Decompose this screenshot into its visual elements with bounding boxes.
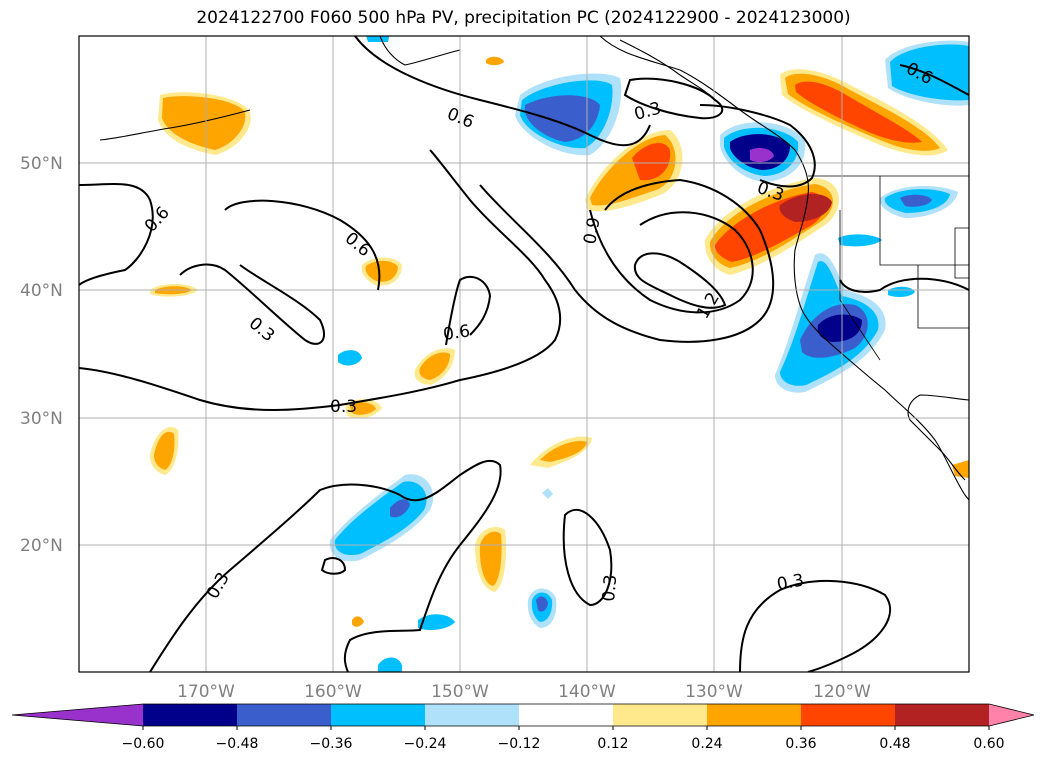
colorbar-extension-high bbox=[989, 704, 1034, 726]
map-frame bbox=[78, 35, 970, 673]
precip-negative-region bbox=[900, 194, 932, 207]
lat-label: 30°N bbox=[20, 409, 63, 429]
pv-contour bbox=[354, 36, 651, 147]
colorbar-tick-label: −0.60 bbox=[122, 736, 165, 752]
colorbar-tick-label: 0.60 bbox=[973, 736, 1004, 752]
colorbar-tick-label: −0.12 bbox=[498, 736, 541, 752]
gridline-layer bbox=[79, 36, 969, 672]
lat-label-group: 50°N 40°N 30°N 20°N bbox=[20, 154, 63, 556]
pv-contour bbox=[839, 277, 969, 293]
pv-contour bbox=[179, 263, 325, 345]
colorbar: −0.60 −0.48 −0.36 −0.24 −0.12 0.12 0.24 0.36 0.4… bbox=[11, 703, 1035, 752]
pv-contour bbox=[633, 252, 727, 309]
pv-contour bbox=[320, 557, 347, 575]
pv-contour bbox=[149, 459, 502, 672]
colorbar-segment bbox=[613, 704, 708, 726]
colorbar-segment bbox=[143, 704, 238, 726]
colorbar-segment bbox=[895, 704, 990, 726]
precip-positive-region bbox=[419, 352, 450, 380]
precip-negative-region bbox=[418, 614, 455, 630]
pv-contour bbox=[699, 104, 816, 188]
precip-negative-region bbox=[750, 148, 774, 163]
lon-label: 140°W bbox=[558, 682, 616, 702]
precip-negative-region bbox=[888, 286, 915, 297]
pv-contour bbox=[623, 77, 724, 120]
state-border bbox=[879, 176, 969, 266]
colorbar-tick-label: −0.36 bbox=[310, 736, 353, 752]
colorbar-tick-label: −0.48 bbox=[216, 736, 259, 752]
pv-contour bbox=[899, 64, 969, 96]
precip-negative-region bbox=[536, 596, 548, 612]
lon-label: 150°W bbox=[431, 682, 489, 702]
precip-positive-region bbox=[952, 460, 969, 478]
state-border bbox=[839, 265, 881, 361]
colorbar-segment bbox=[707, 704, 802, 726]
contour-label: 0.9 bbox=[580, 216, 604, 246]
pv-contour bbox=[79, 182, 154, 286]
pv-contour bbox=[224, 199, 381, 291]
pv-contour bbox=[479, 178, 775, 343]
precip-positive-region bbox=[162, 96, 246, 150]
pv-contour bbox=[445, 275, 492, 346]
coastline-north-america bbox=[907, 394, 969, 481]
precip-positive-region bbox=[365, 260, 398, 282]
contour-label: 0.3 bbox=[330, 397, 357, 417]
precip-positive-region bbox=[795, 81, 922, 143]
precip-negative-region bbox=[378, 657, 402, 672]
colorbar-segment bbox=[425, 704, 520, 726]
colorbar-tick-label: 0.48 bbox=[879, 736, 910, 752]
precip-positive-region bbox=[352, 616, 364, 627]
pv-contour bbox=[562, 509, 613, 607]
border-layer bbox=[808, 175, 969, 361]
precip-positive-region bbox=[632, 143, 671, 181]
precipitation-fill-layer bbox=[150, 36, 969, 672]
lon-label: 120°W bbox=[813, 682, 871, 702]
precip-negative-region bbox=[390, 499, 410, 518]
lon-label: 130°W bbox=[685, 682, 743, 702]
lat-label: 40°N bbox=[20, 281, 63, 301]
pv-contour-layer bbox=[79, 36, 969, 672]
colorbar-tick-label: 0.36 bbox=[785, 736, 816, 752]
coastline-north-america bbox=[599, 36, 969, 501]
pv-contour bbox=[589, 209, 754, 314]
precip-positive-region bbox=[486, 56, 504, 66]
lat-label: 20°N bbox=[20, 536, 63, 556]
lon-label-group: 170°W 160°W 150°W 140°W 130°W 120°W bbox=[177, 682, 871, 702]
lon-label: 160°W bbox=[304, 682, 362, 702]
precip-positive-region bbox=[540, 441, 587, 462]
contour-label: 0.3 bbox=[775, 571, 805, 595]
colorbar-tick-label: 0.12 bbox=[597, 736, 628, 752]
lat-label: 50°N bbox=[20, 154, 63, 174]
colorbar-extension-low bbox=[12, 704, 143, 726]
coastline-aleutians bbox=[99, 109, 251, 141]
contour-label: 0.6 bbox=[442, 321, 472, 345]
colorbar-segment bbox=[331, 704, 426, 726]
precip-negative-region bbox=[542, 488, 553, 499]
map-title: 2024122700 F060 500 hPa PV, precipitatio… bbox=[196, 8, 851, 28]
colorbar-segment bbox=[519, 704, 614, 726]
precip-positive-region bbox=[350, 402, 376, 415]
pv-contour bbox=[739, 580, 891, 672]
colorbar-tick-label: 0.24 bbox=[691, 736, 722, 752]
state-border bbox=[917, 265, 969, 329]
precip-positive-region bbox=[154, 431, 175, 470]
colorbar-segment bbox=[237, 704, 332, 726]
precip-negative-region bbox=[366, 36, 390, 42]
coastline-alaska bbox=[379, 36, 461, 66]
colorbar-segment bbox=[801, 704, 896, 726]
precip-negative-region bbox=[817, 314, 862, 342]
colorbar-tick-label: −0.24 bbox=[404, 736, 447, 752]
precip-negative-region bbox=[838, 234, 882, 247]
lon-label: 170°W bbox=[177, 682, 235, 702]
state-border bbox=[954, 227, 969, 279]
pv-contour bbox=[79, 149, 562, 411]
precip-negative-region bbox=[890, 44, 969, 101]
precip-negative-region bbox=[338, 350, 362, 366]
contour-label: 0.3 bbox=[599, 574, 621, 603]
